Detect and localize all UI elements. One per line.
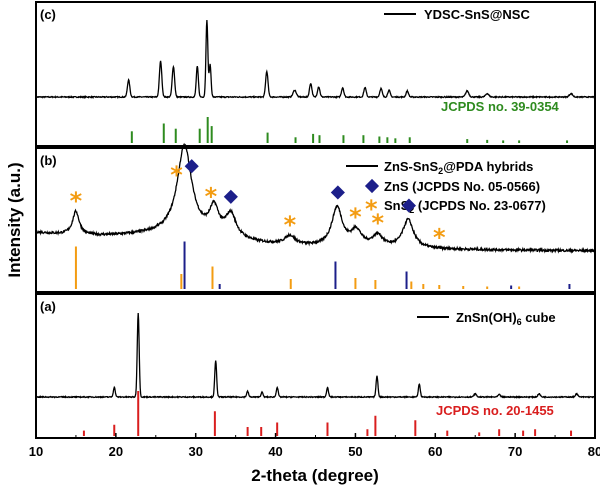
x-tick-label-0: 10 [29, 444, 43, 459]
x-tick-label-6: 70 [508, 444, 522, 459]
panel-b-legend-star: * [365, 195, 378, 223]
x-tick-label-5: 60 [428, 444, 442, 459]
panel-b-legend-sub: 2 [438, 166, 443, 176]
panel-a-pattern-line [35, 312, 596, 400]
diamond-shape [401, 198, 417, 213]
panel-b-legend-part2: @PDA hybrids [443, 159, 533, 174]
panel-c-frame [35, 1, 596, 147]
panel-b-label: (b) [40, 153, 57, 168]
x-tick-label-7: 80 [588, 444, 600, 459]
panel-b-legend-zns: ZnS (JCPDS No. 05-0566) [384, 179, 540, 194]
panel-b-diamond-marker-0 [184, 159, 199, 174]
panel-b-diamond-marker-1 [223, 189, 238, 204]
panel-b-frame [35, 147, 596, 293]
panel-a-reference-label: JCPDS no. 20-1455 [436, 403, 554, 418]
x-axis-ticks: 10 20 30 40 50 60 70 80 [29, 433, 600, 459]
panel-b-star-marker-5: * [372, 209, 385, 237]
panel-b-legend-text: ZnS-SnS2@PDA hybrids [384, 159, 533, 176]
diamond-shape [223, 189, 238, 204]
panel-b-star-marker-4: * [349, 203, 362, 231]
x-tick-label-4: 50 [348, 444, 362, 459]
x-axis-title: 2-theta (degree) [251, 466, 379, 485]
x-tick-label-2: 30 [188, 444, 202, 459]
x-tick-label-3: 40 [268, 444, 282, 459]
panel-b-legend-part1: ZnS-SnS [384, 159, 438, 174]
panel-b-diamond-marker-3 [401, 198, 417, 213]
panel-b-star-marker-1: * [170, 161, 183, 189]
panel-b-star-marker-0: * [70, 187, 83, 215]
diamond-shape [184, 159, 199, 174]
panel-b-legend-sns2-part2: (JCPDS No. 23-0677) [414, 198, 546, 213]
panel-c-pattern-line [35, 19, 596, 100]
panel-c-reference-label: JCPDS no. 39-0354 [441, 99, 560, 114]
panel-a-label: (a) [40, 299, 56, 314]
panel-a-legend-sub: 6 [517, 317, 522, 327]
panel-b-star-marker-3: * [284, 211, 297, 239]
chart-marks: **** * ** [35, 19, 596, 436]
panel-a-legend-part1: ZnSn(OH) [456, 310, 517, 325]
panel-c-label: (c) [40, 7, 56, 22]
panel-b-legend-sns2: SnS2 (JCPDS No. 23-0677) [384, 198, 546, 215]
panel-b-legend-sns2-sub: 2 [409, 205, 414, 215]
panel-a-legend-text: ZnSn(OH)6 cube [456, 310, 556, 327]
y-axis-title: Intensity (a.u.) [5, 162, 24, 277]
panel-b-star-marker-2: * [205, 183, 218, 211]
panel-c-legend-text: YDSC-SnS@NSC [424, 7, 530, 22]
panel-b-legend-diamond [364, 178, 380, 194]
panel-b-pattern-line [35, 142, 596, 254]
panel-b-diamond-marker-2 [330, 185, 345, 200]
panel-b-star-marker-6: * [433, 224, 446, 252]
panel-b-legend-sns2-part1: SnS [384, 198, 410, 213]
diamond-shape [330, 185, 345, 200]
x-tick-label-1: 20 [109, 444, 123, 459]
panel-a-legend-part2: cube [522, 310, 556, 325]
